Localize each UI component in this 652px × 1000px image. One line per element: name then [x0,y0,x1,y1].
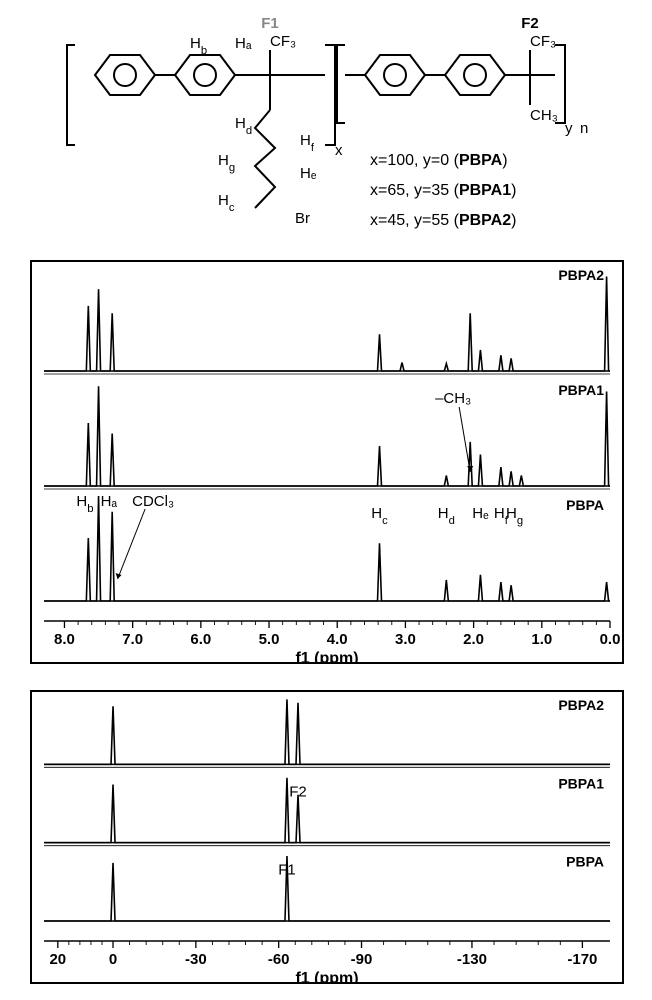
svg-text:x=65, y=35 (PBPA1): x=65, y=35 (PBPA1) [370,182,516,199]
series-label: PBPA1 [558,382,604,398]
series-label: PBPA [566,497,604,513]
hnmr-panel: PBPA2PBPA1–CH₃PBPAHcHdHₑHfHgHbHₐCDCl₃8.0… [30,260,624,664]
tick-label: -170 [567,951,597,968]
tick-label: 4.0 [327,631,348,648]
series-label: PBPA1 [558,775,604,791]
figure-root: F1 F2 CF₃ CF₃ CH₃ Br x y n Hₐ Hb Hd Hf H… [0,0,652,1000]
svg-text:Hg: Hg [218,152,235,174]
chemical-structure: F1 F2 CF₃ CF₃ CH₃ Br x y n Hₐ Hb Hd Hf H… [0,0,652,240]
x-axis-label: f1 (ppm) [295,970,358,982]
peak-label: Hd [438,505,455,527]
tick-label: -60 [268,951,290,968]
tick-label: 20 [49,951,66,968]
tick-label: 5.0 [259,631,280,648]
svg-text:CF₃: CF₃ [270,33,296,50]
svg-text:x: x [335,142,343,159]
svg-text:x=45, y=55 (PBPA2): x=45, y=55 (PBPA2) [370,212,516,229]
fnmr-panel: PBPA2 PBPA1 F2 PBPA F1 20 0 -30 -60 -90 -130 -170 f1… [30,690,624,984]
svg-text:Hb: Hb [190,35,207,57]
tick-label: 0 [109,951,117,968]
svg-text:CH₃: CH₃ [530,107,558,124]
tick-label: 1.0 [531,631,552,648]
svg-text:Hc: Hc [218,192,235,214]
tick-label: 6.0 [190,631,211,648]
svg-text:F1: F1 [261,15,279,32]
tick-label: 0.0 [600,631,621,648]
tick-label: 8.0 [54,631,75,648]
svg-text:y: y [565,120,573,137]
svg-text:Hd: Hd [235,115,252,137]
peak-label: Hₑ [472,505,489,522]
peak-label: Hₐ [101,493,118,510]
tick-label: 7.0 [122,631,143,648]
series-label: PBPA2 [558,697,604,713]
peak-label: F2 [289,783,307,800]
tick-label: 3.0 [395,631,416,648]
tick-label: 2.0 [463,631,484,648]
svg-text:x=100, y=0 (PBPA): x=100, y=0 (PBPA) [370,152,508,169]
peak-label: Hc [371,505,388,527]
svg-text:F2: F2 [521,15,539,32]
svg-text:Hₑ: Hₑ [300,165,317,182]
peak-label: –CH₃ [435,390,471,407]
tick-label: -30 [185,951,207,968]
peak-label: Hb [76,493,93,515]
peak-label: F1 [278,862,296,879]
series-label: PBPA [566,854,604,870]
svg-text:Hₐ: Hₐ [235,35,252,52]
svg-text:CF₃: CF₃ [530,33,556,50]
peak-label: CDCl₃ [132,493,174,510]
svg-text:Br: Br [295,210,310,227]
svg-text:Hf: Hf [300,132,315,154]
tick-label: -90 [351,951,373,968]
svg-text:n: n [580,120,588,137]
peak-label: Hg [506,505,523,527]
series-label: PBPA2 [558,267,604,283]
tick-label: -130 [457,951,487,968]
x-axis-label: f1 (ppm) [295,650,358,662]
